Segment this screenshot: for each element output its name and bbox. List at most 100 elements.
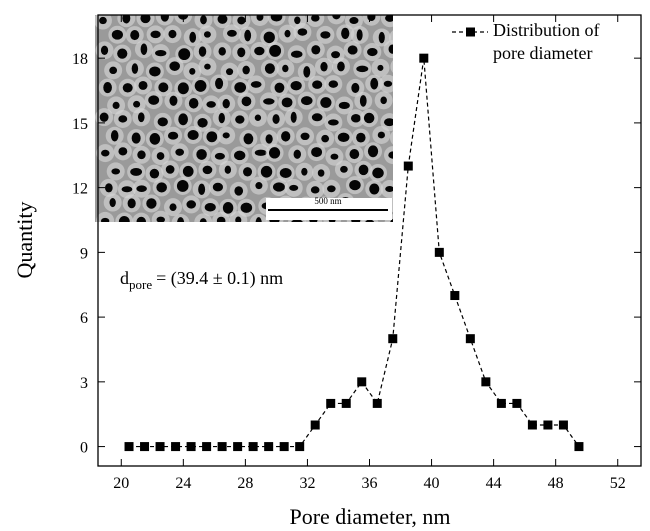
data-point (357, 377, 366, 386)
pore (311, 186, 320, 193)
data-point (125, 442, 134, 451)
pore (139, 81, 148, 90)
grain (172, 214, 190, 232)
y-tick-label: 3 (80, 375, 88, 392)
pore (242, 66, 249, 75)
pore (348, 45, 358, 54)
pore (243, 167, 252, 176)
annotation-main: d (120, 268, 129, 288)
pore (105, 183, 113, 192)
pore (117, 48, 127, 58)
pore (244, 30, 251, 42)
x-tick-label: 32 (299, 475, 315, 492)
grain (390, 58, 408, 76)
pore (301, 96, 313, 105)
pore (356, 133, 365, 143)
pore (291, 51, 303, 58)
data-point (419, 54, 428, 63)
annotation-sub: pore (129, 277, 152, 292)
pore (204, 64, 211, 70)
y-tick-label: 18 (72, 51, 88, 68)
pore (101, 218, 109, 224)
data-point (187, 442, 196, 451)
y-tick-label: 12 (72, 181, 88, 198)
pore (370, 78, 378, 90)
pore (360, 95, 367, 107)
pore (199, 46, 206, 56)
pore (281, 131, 290, 142)
pore (223, 99, 230, 108)
pore (119, 216, 130, 227)
pore (282, 65, 288, 72)
pore (272, 114, 279, 124)
data-point (295, 442, 304, 451)
pore (227, 30, 237, 37)
page: {"chart_data": {"type": "line", "x_label… (0, 0, 650, 531)
pore (393, 33, 402, 43)
pore (320, 31, 330, 38)
pore (234, 82, 246, 93)
pore (380, 97, 386, 105)
data-point (574, 442, 583, 451)
data-point (373, 399, 382, 408)
pore (256, 217, 262, 229)
data-point (450, 291, 459, 300)
pore (132, 63, 138, 74)
pore (303, 66, 310, 78)
data-point (466, 334, 475, 343)
pore (189, 32, 196, 43)
pore (183, 166, 194, 177)
pore (168, 132, 178, 140)
pore (339, 102, 350, 109)
x-tick-label: 52 (610, 475, 626, 492)
pore (186, 200, 196, 208)
pore (389, 45, 397, 54)
pore (101, 150, 109, 157)
pore (158, 117, 168, 126)
pore (206, 101, 216, 108)
pore (291, 219, 303, 225)
pore (137, 217, 146, 227)
pore (350, 149, 360, 159)
pore (215, 153, 225, 160)
pore (198, 184, 205, 195)
data-point (481, 377, 490, 386)
pore (351, 83, 359, 93)
annotation-rest: = (39.4 ± 0.1) nm (156, 268, 283, 289)
pore (168, 30, 176, 38)
pore (364, 113, 375, 124)
data-point (171, 442, 180, 451)
pore (189, 98, 199, 109)
pore (130, 30, 139, 40)
grain (390, 129, 408, 147)
pore (118, 147, 127, 155)
pore (197, 118, 207, 128)
pore (266, 134, 273, 143)
pore (156, 182, 167, 192)
pore (226, 68, 233, 75)
pore (177, 180, 189, 192)
x-tick-label: 20 (113, 475, 129, 492)
data-point (559, 421, 568, 430)
x-tick-label: 28 (237, 475, 253, 492)
x-axis-title: Pore diameter, nm (289, 504, 450, 529)
pore (148, 95, 159, 105)
pore (301, 168, 307, 176)
pore (390, 219, 397, 227)
x-tick-label: 24 (175, 475, 191, 492)
y-tick-label: 6 (80, 310, 88, 327)
chart: 500 nm dpore= (39.4 ± 0.1) nm Pore diame… (0, 0, 650, 531)
pore (312, 80, 322, 89)
pore (234, 186, 243, 195)
pore (111, 168, 120, 174)
pore (365, 219, 375, 229)
pore (157, 217, 165, 223)
pore (384, 118, 395, 126)
pore (264, 32, 275, 43)
pore (340, 166, 348, 173)
pore (255, 150, 267, 156)
pore (188, 130, 199, 140)
data-point (264, 442, 273, 451)
pore (200, 218, 207, 227)
pore (235, 217, 241, 224)
